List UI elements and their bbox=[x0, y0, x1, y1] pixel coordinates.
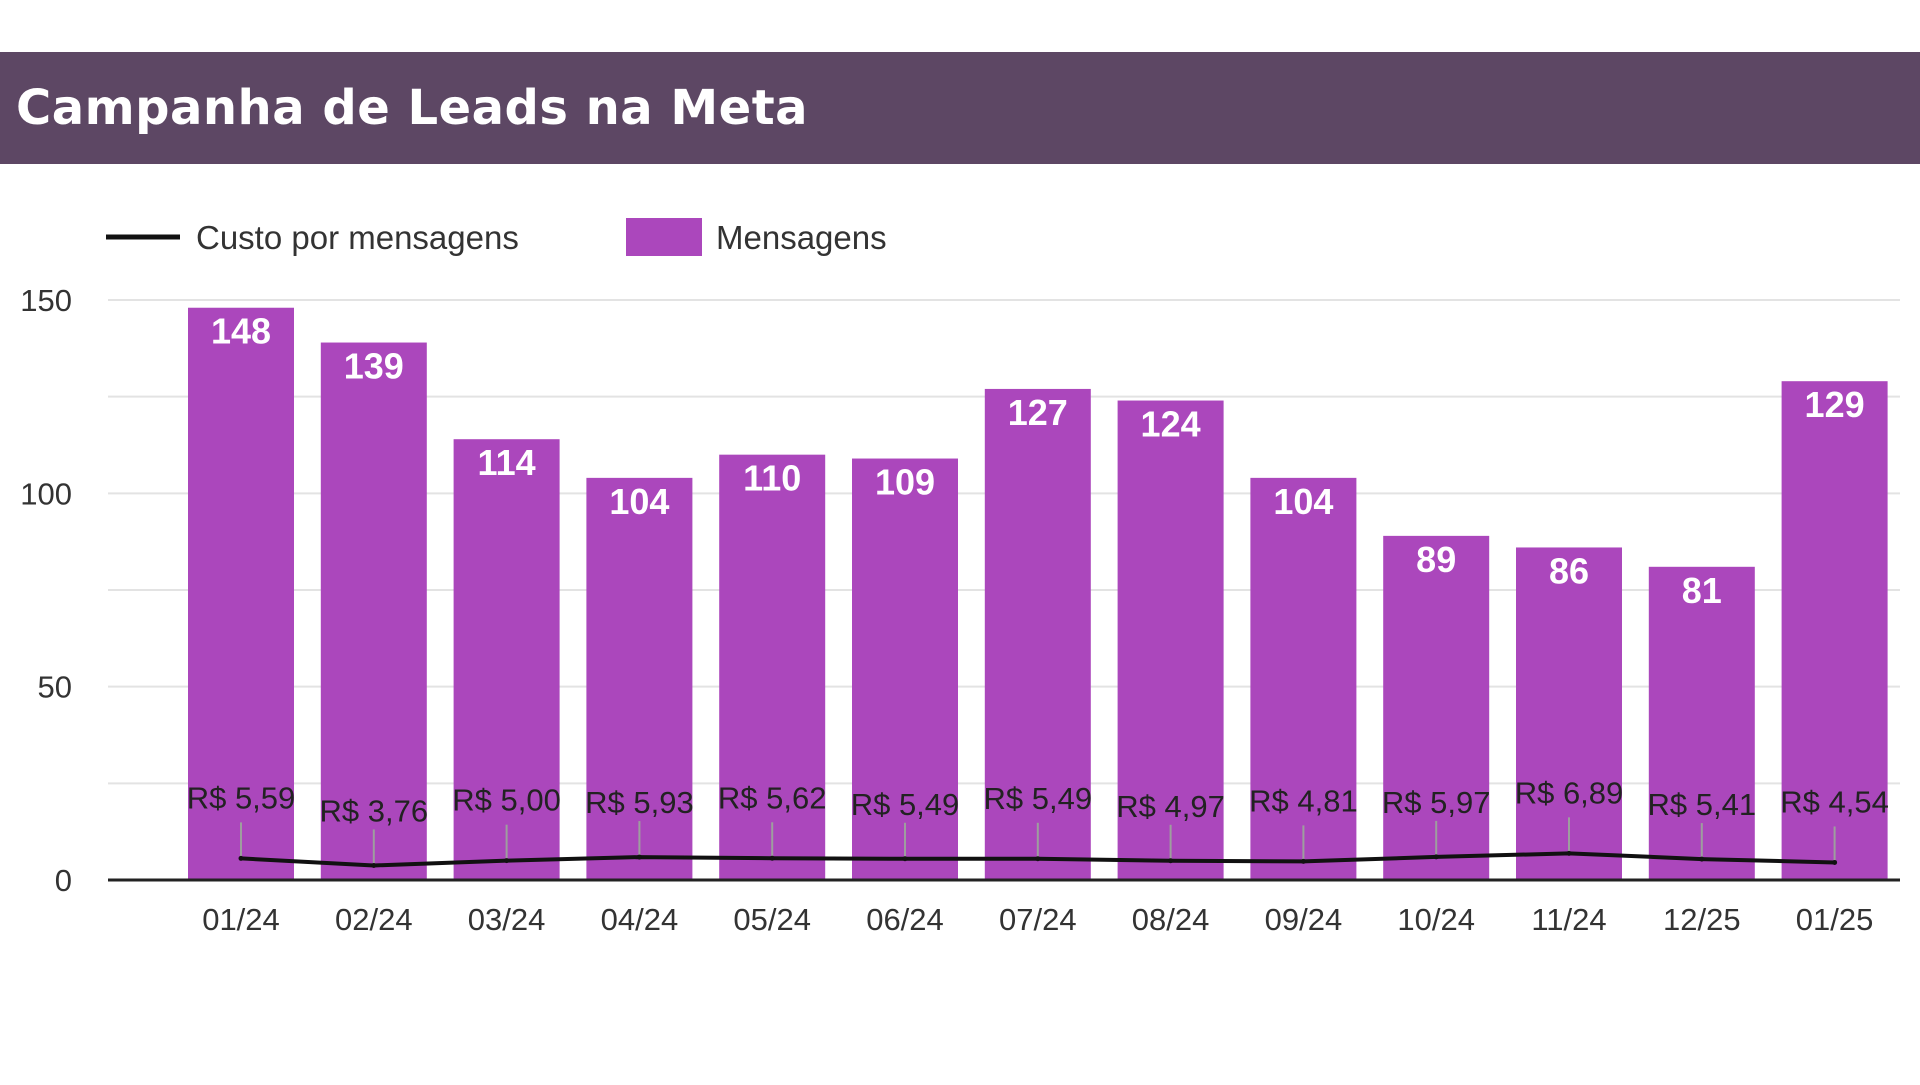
line-point bbox=[1168, 858, 1174, 864]
line-point bbox=[769, 855, 775, 861]
line-data-label: R$ 3,76 bbox=[320, 793, 429, 828]
x-tick-label: 02/24 bbox=[335, 902, 413, 937]
bar-mensagens-04-24 bbox=[586, 477, 693, 880]
bar-mensagens-02-24 bbox=[320, 342, 427, 880]
axis-layer: 0 50 100 150 01/24 02/24 03/24 04/24 05/24 06/24 0… bbox=[20, 283, 1900, 937]
y-tick-label: 50 bbox=[38, 670, 72, 705]
line-point bbox=[1566, 850, 1572, 856]
bar-mensagens-03-24 bbox=[453, 439, 560, 880]
x-tick-label: 12/25 bbox=[1663, 902, 1741, 937]
x-tick-label: 08/24 bbox=[1132, 902, 1210, 937]
line-data-label: R$ 5,97 bbox=[1382, 785, 1491, 820]
x-tick-label: 03/24 bbox=[468, 902, 546, 937]
bar-data-label: 104 bbox=[609, 481, 669, 522]
line-point bbox=[902, 856, 908, 862]
line-point bbox=[1035, 856, 1041, 862]
bar-data-label: 81 bbox=[1682, 570, 1722, 611]
bar-data-label: 124 bbox=[1141, 404, 1201, 445]
line-point bbox=[1433, 854, 1439, 860]
line-point bbox=[1300, 858, 1306, 864]
line-data-label: R$ 6,89 bbox=[1515, 775, 1624, 810]
line-data-label: R$ 4,54 bbox=[1780, 784, 1889, 819]
line-data-label: R$ 5,62 bbox=[718, 780, 827, 815]
x-tick-label: 09/24 bbox=[1265, 902, 1343, 937]
bar-data-label: 127 bbox=[1008, 392, 1068, 433]
line-point bbox=[1832, 859, 1838, 865]
bar-mensagens-06-24 bbox=[852, 458, 958, 880]
line-data-label: R$ 5,49 bbox=[984, 781, 1093, 816]
line-point bbox=[504, 858, 510, 864]
bar-data-label: 148 bbox=[211, 311, 271, 352]
bar-data-label: 86 bbox=[1549, 550, 1589, 591]
bar-mensagens-05-24 bbox=[719, 454, 826, 880]
bar-line-chart: 148 139 114 104 110 109 127 124 104 89 86 81 129 R$ 5… bbox=[20, 218, 1900, 937]
bar-mensagens-08-24 bbox=[1117, 400, 1224, 880]
bar-data-label: 110 bbox=[743, 458, 801, 499]
x-tick-label: 01/24 bbox=[202, 902, 280, 937]
legend: Custo por mensagens Mensagens bbox=[106, 218, 887, 256]
x-tick-label: 05/24 bbox=[733, 902, 811, 937]
bar-mensagens-01-24 bbox=[188, 307, 294, 880]
line-data-label: R$ 5,49 bbox=[851, 787, 960, 822]
x-tick-label: 04/24 bbox=[601, 902, 679, 937]
bar-mensagens-09-24 bbox=[1250, 477, 1357, 880]
legend-box-swatch bbox=[626, 218, 702, 256]
line-data-label: R$ 5,93 bbox=[585, 785, 694, 820]
bar-mensagens-07-24 bbox=[984, 388, 1091, 880]
label-layer: 148 139 114 104 110 109 127 124 104 89 86 81 129 R$ 5… bbox=[187, 311, 1889, 829]
bar-data-label: 109 bbox=[875, 462, 935, 503]
x-tick-label: 06/24 bbox=[866, 902, 944, 937]
line-data-label: R$ 5,00 bbox=[452, 783, 561, 818]
line-point bbox=[1699, 856, 1705, 862]
x-tick-label: 07/24 bbox=[999, 902, 1077, 937]
line-point bbox=[636, 854, 642, 860]
bar-data-label: 89 bbox=[1416, 539, 1456, 580]
bar-mensagens-01-25 bbox=[1781, 381, 1888, 880]
page-title: Campanha de Leads na Meta bbox=[16, 80, 809, 136]
legend-label-mensagens: Mensagens bbox=[716, 219, 887, 256]
bar-data-label: 114 bbox=[478, 442, 536, 483]
y-tick-label: 0 bbox=[55, 863, 72, 898]
y-tick-label: 150 bbox=[20, 283, 72, 318]
x-tick-label: 10/24 bbox=[1397, 902, 1475, 937]
line-data-label: R$ 4,81 bbox=[1249, 783, 1358, 818]
x-tick-label: 01/25 bbox=[1796, 902, 1874, 937]
line-data-label: R$ 5,59 bbox=[187, 780, 296, 815]
x-tick-label: 11/24 bbox=[1531, 902, 1606, 937]
bar-data-label: 104 bbox=[1273, 481, 1333, 522]
bar-data-label: 139 bbox=[344, 346, 404, 387]
line-point bbox=[238, 855, 244, 861]
title-bar: Campanha de Leads na Meta bbox=[0, 52, 1920, 164]
line-data-label: R$ 5,41 bbox=[1648, 787, 1757, 822]
line-layer bbox=[238, 817, 1838, 868]
bar-data-label: 129 bbox=[1805, 384, 1865, 425]
chart-container: 148 139 114 104 110 109 127 124 104 89 86 81 129 R$ 5… bbox=[0, 164, 1920, 1080]
line-point bbox=[371, 862, 377, 868]
line-data-label: R$ 4,97 bbox=[1116, 789, 1225, 824]
y-tick-label: 100 bbox=[20, 476, 72, 511]
legend-label-custo: Custo por mensagens bbox=[196, 219, 519, 256]
